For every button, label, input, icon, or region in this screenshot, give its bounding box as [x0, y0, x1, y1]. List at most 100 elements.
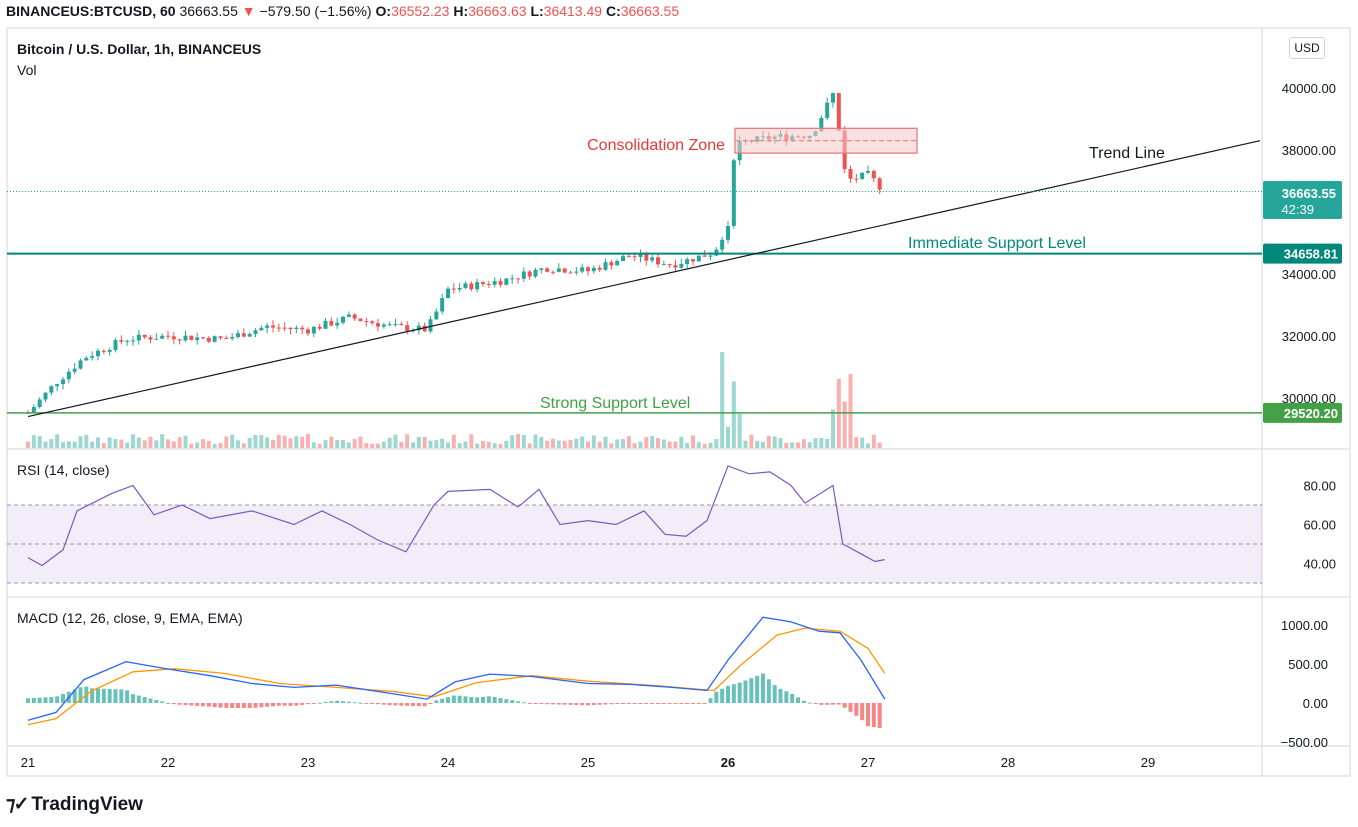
- volume-bar: [317, 443, 322, 448]
- macd-hist-bar: [253, 703, 258, 708]
- macd-hist-bar: [306, 703, 310, 705]
- volume-bar: [527, 443, 532, 448]
- macd-hist-bar: [720, 688, 725, 703]
- strong-support-tag-value: 29520.20: [1284, 406, 1338, 421]
- candle-body: [393, 323, 398, 325]
- macd-hist-bar: [714, 691, 719, 703]
- macd-hist-bar: [661, 703, 666, 704]
- candle-body: [504, 278, 509, 285]
- candle-body: [131, 340, 135, 342]
- consolidation-zone-label: Consolidation Zone: [587, 137, 725, 154]
- macd-hist-bar: [195, 703, 200, 706]
- candle-body: [195, 337, 200, 340]
- volume-bars: [26, 352, 882, 448]
- macd-hist-bar: [230, 703, 235, 708]
- volume-label: Vol: [17, 62, 36, 78]
- candle-body: [288, 327, 293, 329]
- candle-body: [696, 255, 701, 262]
- candle-body: [691, 259, 695, 262]
- candle-body: [282, 327, 287, 329]
- macd-hist-bar: [37, 697, 42, 703]
- volume-bar: [405, 434, 410, 448]
- volume-bar: [183, 435, 188, 448]
- macd-hist-bar: [737, 682, 742, 703]
- volume-bar: [761, 441, 765, 448]
- volume-bar: [813, 438, 818, 448]
- time-tick-label: 26: [721, 755, 735, 770]
- candle-body: [90, 356, 95, 358]
- macd-hist-bar: [166, 702, 170, 704]
- macd-hist-bar: [556, 703, 561, 705]
- volume-bar: [463, 441, 468, 448]
- volume-bar: [737, 413, 742, 448]
- volume-bar: [224, 436, 229, 448]
- macd-hist-bar: [574, 703, 579, 706]
- time-tick-label: 28: [1001, 755, 1015, 770]
- volume-bar: [626, 436, 631, 448]
- candle-body: [673, 265, 678, 268]
- price-tick-label: 38000.00: [1282, 143, 1336, 158]
- price-tick-label: 30000.00: [1282, 391, 1336, 406]
- volume-bar: [55, 434, 60, 448]
- macd-hist-bar: [352, 702, 357, 704]
- macd-hist-bar: [784, 691, 789, 703]
- time-tick-label: 29: [1141, 755, 1155, 770]
- trend-line[interactable]: [27, 140, 1261, 418]
- candle-body: [31, 407, 36, 413]
- candle-body: [236, 333, 240, 338]
- last-price-tag-value: 36663.55: [1282, 186, 1336, 201]
- macd-hist-bar: [189, 703, 194, 706]
- volume-bar: [236, 440, 240, 448]
- volume-bar: [755, 440, 760, 448]
- volume-bar: [282, 435, 287, 448]
- candle-body: [329, 320, 334, 326]
- candle-body: [819, 117, 824, 132]
- down-arrow-icon: ▼: [241, 3, 256, 19]
- macd-hist-bar: [90, 688, 95, 703]
- macd-tick-label: 500.00: [1288, 657, 1328, 672]
- macd-hist-bar: [154, 700, 159, 703]
- macd-hist-bar: [521, 702, 526, 704]
- macd-hist-bar: [667, 703, 672, 704]
- symbol-label[interactable]: BINANCEUS:BTCUSD, 60: [6, 3, 176, 19]
- macd-hist-bar: [766, 679, 771, 703]
- candle-body: [615, 260, 620, 266]
- currency-button[interactable]: USD: [1289, 37, 1325, 59]
- candle-body: [364, 321, 369, 323]
- macd-hist-bar: [819, 703, 824, 705]
- volume-bar: [160, 434, 165, 448]
- trend-line-label: Trend Line: [1089, 145, 1165, 162]
- volume-bar: [265, 437, 270, 448]
- macd-hist-bar: [568, 703, 573, 705]
- volume-bar: [871, 434, 876, 448]
- rsi-line: [27, 465, 885, 567]
- macd-hist-bar: [801, 700, 806, 703]
- macd-hist-bar: [358, 702, 363, 704]
- volume-bar: [778, 438, 783, 448]
- candle-body: [521, 271, 526, 279]
- volume-bar: [597, 441, 602, 448]
- volume-bar: [772, 436, 777, 448]
- macd-hist-bar: [749, 678, 754, 703]
- volume-bar: [381, 441, 386, 448]
- macd-hist-bar: [696, 703, 701, 704]
- macd-hist-bar: [813, 703, 818, 705]
- volume-bar: [84, 434, 89, 448]
- volume-bar: [632, 443, 637, 448]
- time-tick-label: 27: [861, 755, 875, 770]
- volume-bar: [43, 441, 48, 448]
- candle-body: [545, 268, 550, 272]
- macd-hist-bar: [527, 703, 532, 704]
- volume-bar: [749, 434, 754, 448]
- candle-body: [160, 335, 165, 339]
- macd-hist-bar: [218, 703, 223, 708]
- volume-bar: [551, 438, 555, 448]
- macd-hist-bar: [597, 703, 602, 705]
- time-axis[interactable]: 21 22 23 24 25 26 27 28 29: [21, 755, 1155, 770]
- last-price-tag: 36663.55 42:39: [1263, 181, 1342, 219]
- macd-hist-bar: [772, 685, 777, 703]
- macd-hist-bar: [440, 698, 445, 703]
- price-axis[interactable]: 40000.00 38000.00 34000.00 32000.00 30000.00: [1282, 81, 1336, 406]
- tradingview-logo[interactable]: ⁊✓ TradingView: [6, 793, 143, 816]
